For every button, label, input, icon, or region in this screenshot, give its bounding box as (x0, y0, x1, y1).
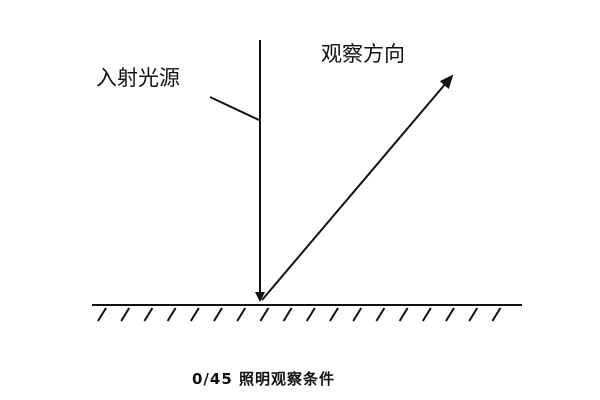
hatch-mark (445, 307, 455, 322)
hatch-mark (189, 307, 200, 322)
hatch-mark (213, 307, 223, 322)
viewing-direction-arrow (261, 74, 454, 301)
surface-hatching (97, 307, 502, 322)
hatch-mark (398, 307, 409, 322)
hatch-mark (143, 307, 154, 322)
hatch-mark (329, 307, 339, 322)
diagram-caption: 0/45 照明观察条件 (192, 370, 336, 388)
hatch-mark (352, 307, 363, 322)
incident-light-label: 入射光源 (96, 66, 180, 90)
hatch-mark (120, 307, 131, 322)
hatch-mark (97, 307, 107, 322)
hatch-mark (282, 307, 293, 322)
hatch-mark (236, 307, 247, 322)
hatch-mark (259, 307, 270, 322)
hatch-mark (421, 307, 432, 322)
incident-label-leader (209, 96, 260, 121)
viewing-direction-label: 观察方向 (321, 42, 405, 66)
hatch-mark (375, 307, 386, 322)
hatch-mark (305, 307, 316, 322)
hatch-mark (468, 307, 479, 322)
hatch-mark (491, 307, 502, 322)
hatch-mark (166, 307, 177, 322)
